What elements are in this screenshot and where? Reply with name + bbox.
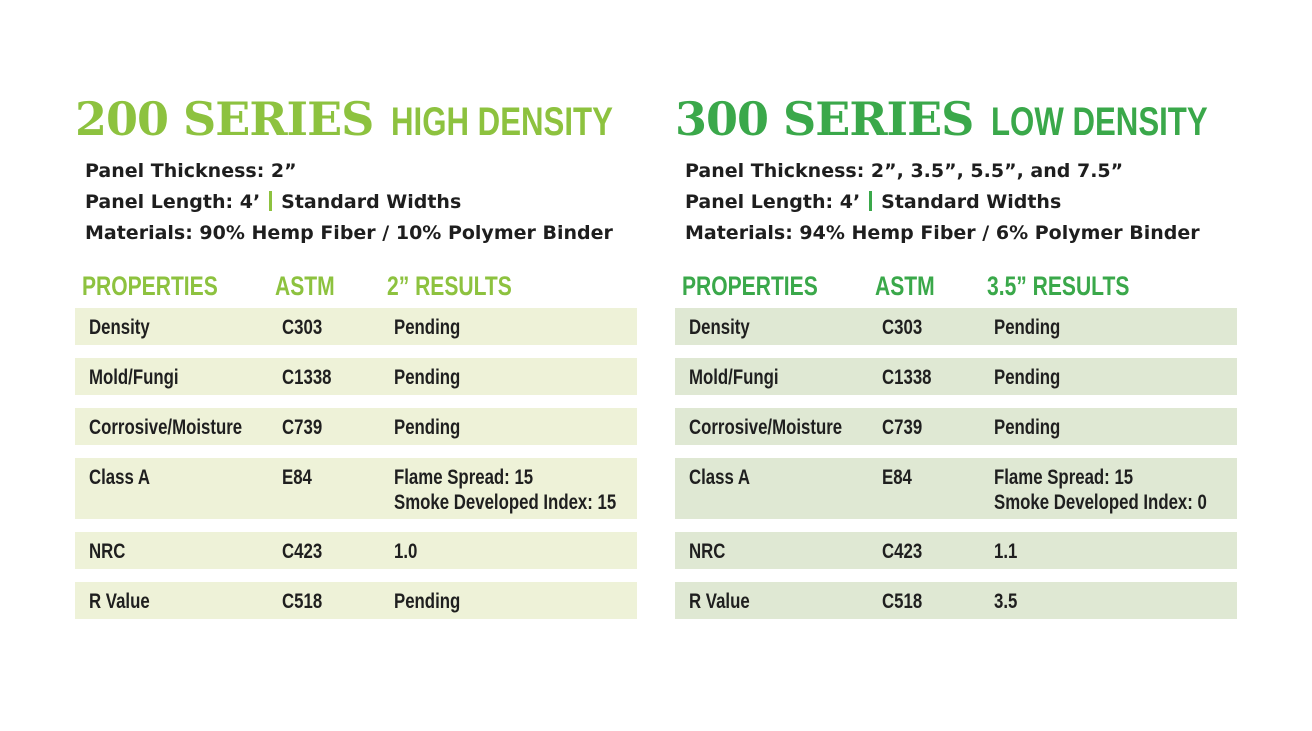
property-cell: R Value (89, 590, 150, 613)
header-properties: PROPERTIES (82, 271, 218, 301)
materials: Materials: 90% Hemp Fiber / 10% Polymer … (85, 222, 613, 244)
spec-list: Panel Thickness: 2” Panel Length: 4’ Stan… (85, 156, 613, 249)
property-cell: NRC (689, 540, 726, 563)
divider (869, 191, 873, 211)
property-cell: Class A (689, 466, 751, 489)
property-cell: Corrosive/Moisture (689, 416, 843, 439)
panel-thickness: Panel Thickness: 2”, 3.5”, 5.5”, and 7.5… (685, 160, 1124, 182)
astm-cell: E84 (882, 466, 912, 489)
panel-length: Panel Length: 4’ (685, 191, 861, 213)
table-row: Class A E84 Flame Spread: 15 Smoke Devel… (75, 458, 637, 519)
result-cell: Flame Spread: 15 (994, 466, 1134, 489)
panel-length: Panel Length: 4’ (85, 191, 261, 213)
astm-cell: C518 (282, 590, 323, 613)
property-cell: Corrosive/Moisture (89, 416, 243, 439)
astm-cell: C303 (882, 316, 923, 339)
result-cell: Pending (394, 316, 461, 339)
header-astm: ASTM (875, 271, 935, 301)
table-row: Density C303 Pending (75, 308, 637, 345)
result-cell: Pending (394, 590, 461, 613)
astm-cell: C423 (282, 540, 323, 563)
materials: Materials: 94% Hemp Fiber / 6% Polymer B… (685, 222, 1200, 244)
astm-cell: C423 (882, 540, 923, 563)
astm-cell: C739 (282, 416, 323, 439)
header-astm: ASTM (275, 271, 335, 301)
panel-thickness: Panel Thickness: 2” (85, 160, 297, 182)
result-cell: Pending (394, 416, 461, 439)
property-cell: Mold/Fungi (689, 366, 779, 389)
astm-cell: C303 (282, 316, 323, 339)
table-row: Mold/Fungi C1338 Pending (675, 358, 1237, 395)
astm-cell: C739 (882, 416, 923, 439)
divider (269, 191, 273, 211)
property-cell: Density (689, 316, 750, 339)
table-row: Mold/Fungi C1338 Pending (75, 358, 637, 395)
spec-list: Panel Thickness: 2”, 3.5”, 5.5”, and 7.5… (685, 156, 1200, 249)
series-300-title: 300 SERIES LOW DENSITY (675, 92, 1269, 146)
property-cell: Mold/Fungi (89, 366, 179, 389)
result-cell: Pending (994, 366, 1061, 389)
astm-cell: E84 (282, 466, 312, 489)
header-properties: PROPERTIES (682, 271, 818, 301)
table-row: R Value C518 Pending (75, 582, 637, 619)
result-cell-line2: Smoke Developed Index: 0 (994, 491, 1207, 514)
header-results: 2” RESULTS (387, 271, 512, 301)
result-cell: Pending (994, 416, 1061, 439)
result-cell: Pending (394, 366, 461, 389)
table-row: NRC C423 1.0 (75, 532, 637, 569)
property-cell: Class A (89, 466, 151, 489)
property-cell: R Value (689, 590, 750, 613)
astm-cell: C518 (882, 590, 923, 613)
table-row: NRC C423 1.1 (675, 532, 1237, 569)
standard-widths: Standard Widths (281, 191, 462, 213)
header-results: 3.5” RESULTS (987, 271, 1130, 301)
table-row: Corrosive/Moisture C739 Pending (675, 408, 1237, 445)
density-label: LOW DENSITY (991, 100, 1209, 144)
standard-widths: Standard Widths (881, 191, 1062, 213)
property-cell: Density (89, 316, 150, 339)
property-cell: NRC (89, 540, 126, 563)
astm-cell: C1338 (282, 366, 332, 389)
result-cell: Pending (994, 316, 1061, 339)
series-200-title: 200 SERIES HIGH DENSITY (75, 92, 676, 146)
astm-cell: C1338 (882, 366, 932, 389)
table-row: R Value C518 3.5 (675, 582, 1237, 619)
series-name: 300 SERIES (675, 92, 974, 146)
result-cell: 3.5 (994, 590, 1018, 613)
table-row: Density C303 Pending (675, 308, 1237, 345)
series-name: 200 SERIES (75, 92, 374, 146)
result-cell: 1.1 (994, 540, 1018, 563)
table-row: Class A E84 Flame Spread: 15 Smoke Devel… (675, 458, 1237, 519)
density-label: HIGH DENSITY (391, 100, 614, 144)
panel-length-line: Panel Length: 4’ Standard Widths (85, 187, 613, 218)
result-cell: Flame Spread: 15 (394, 466, 534, 489)
table-row: Corrosive/Moisture C739 Pending (75, 408, 637, 445)
result-cell-line2: Smoke Developed Index: 15 (394, 491, 617, 514)
result-cell: 1.0 (394, 540, 418, 563)
panel-length-line: Panel Length: 4’ Standard Widths (685, 187, 1200, 218)
